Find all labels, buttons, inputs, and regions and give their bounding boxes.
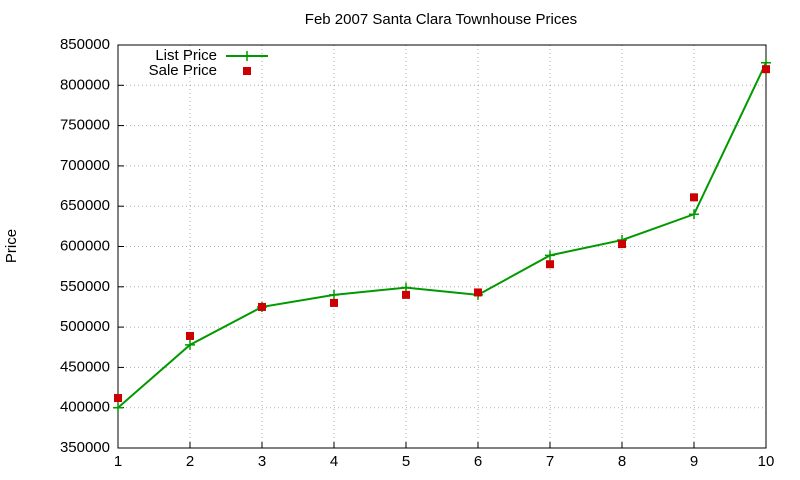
point (186, 331, 194, 340)
point (545, 250, 555, 261)
point (185, 339, 195, 350)
x-tick-label: 3 (258, 453, 266, 470)
x-tick-label: 6 (474, 453, 482, 470)
chart-title: Feb 2007 Santa Clara Townhouse Prices (305, 11, 577, 28)
plot-border (117, 44, 767, 449)
y-tick-label: 450000 (60, 358, 110, 375)
x-tick-label: 1 (114, 453, 122, 470)
x-tick-label: 8 (618, 453, 626, 470)
y-axis-label: Price (3, 229, 20, 263)
y-tick-label: 400000 (60, 399, 110, 416)
x-tick-label: 10 (758, 453, 775, 470)
point (690, 193, 698, 202)
y-tick-label: 600000 (60, 237, 110, 254)
legend-swatch (243, 67, 251, 75)
y-tick-label: 850000 (60, 36, 110, 53)
y-tick-label: 750000 (60, 117, 110, 134)
legend-swatch (242, 51, 252, 61)
point (474, 288, 482, 297)
x-tick-label: 2 (186, 453, 194, 470)
point (689, 209, 699, 220)
x-tick-label: 9 (690, 453, 698, 470)
point (114, 394, 122, 403)
y-tick-label: 800000 (60, 76, 110, 93)
point (762, 65, 770, 74)
point (330, 298, 338, 307)
y-tick-label: 700000 (60, 157, 110, 174)
point (113, 402, 123, 413)
point (618, 240, 626, 249)
point (258, 302, 266, 311)
y-tick-label: 350000 (60, 439, 110, 456)
x-tick-label: 4 (330, 453, 338, 470)
point (402, 290, 410, 299)
x-tick-label: 5 (402, 453, 410, 470)
point (329, 289, 339, 300)
y-tick-label: 550000 (60, 278, 110, 295)
y-tick-label: 500000 (60, 318, 110, 335)
x-tick-label: 7 (546, 453, 554, 470)
y-tick-label: 650000 (60, 197, 110, 214)
legend-label: List Price (155, 47, 217, 64)
series-line (117, 62, 767, 409)
point (546, 260, 554, 269)
legend-label: Sale Price (149, 62, 217, 79)
